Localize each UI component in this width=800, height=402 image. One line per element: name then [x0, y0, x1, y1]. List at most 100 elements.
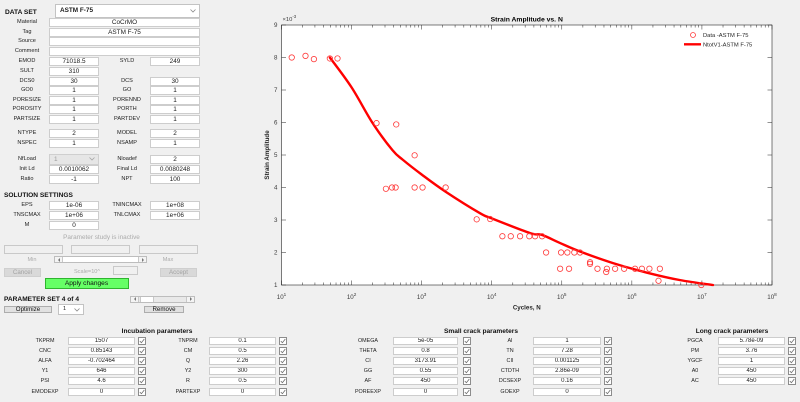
cnc-checkbox[interactable]: [138, 346, 146, 355]
final-ld-input[interactable]: [150, 165, 200, 174]
ratio-input[interactable]: [49, 175, 99, 184]
porth-input[interactable]: [150, 105, 200, 114]
gg-input[interactable]: [393, 367, 458, 376]
tn-input[interactable]: [533, 346, 601, 355]
parameter-set-dropdown[interactable]: 1: [58, 304, 84, 315]
tag-input[interactable]: [49, 27, 200, 37]
emodexp-checkbox[interactable]: [138, 387, 146, 396]
partexp-checkbox[interactable]: [279, 387, 287, 396]
init-ld-input[interactable]: [49, 165, 99, 174]
dcs0-input[interactable]: [49, 76, 99, 86]
cm-checkbox[interactable]: [279, 346, 287, 355]
m-input[interactable]: [49, 220, 99, 230]
ci-input[interactable]: [393, 357, 458, 365]
ci-checkbox[interactable]: [463, 357, 471, 365]
gg-checkbox[interactable]: [463, 367, 471, 376]
nsamp-input[interactable]: [150, 138, 200, 148]
q-checkbox[interactable]: [279, 357, 287, 365]
cii-checkbox[interactable]: [604, 357, 612, 365]
apply-changes-button[interactable]: Apply changes: [44, 277, 129, 289]
dataset-dropdown[interactable]: ASTM F-75: [55, 4, 200, 18]
psi-checkbox[interactable]: [138, 377, 146, 386]
ctdth-checkbox[interactable]: [604, 367, 612, 376]
go0-input[interactable]: [49, 86, 99, 95]
pm-checkbox[interactable]: [788, 346, 796, 355]
param-study-value-input[interactable]: [71, 245, 130, 254]
alfa-input[interactable]: [68, 357, 135, 365]
r-checkbox[interactable]: [279, 377, 287, 386]
emod-input[interactable]: [49, 57, 99, 66]
poreexp-checkbox[interactable]: [463, 387, 471, 396]
poreexp-input[interactable]: [393, 387, 458, 396]
accept-button[interactable]: Accept: [160, 268, 197, 277]
goexp-input[interactable]: [533, 387, 601, 396]
tn-checkbox[interactable]: [604, 346, 612, 355]
cnc-input[interactable]: [68, 346, 135, 355]
y1-checkbox[interactable]: [138, 367, 146, 376]
ai-input[interactable]: [533, 336, 601, 345]
theta-checkbox[interactable]: [463, 346, 471, 355]
partsize-input[interactable]: [49, 114, 99, 124]
scale-input[interactable]: [113, 266, 138, 275]
cm-input[interactable]: [209, 346, 276, 355]
q-input[interactable]: [209, 357, 276, 365]
model-input[interactable]: [150, 128, 200, 138]
ctdth-input[interactable]: [533, 367, 601, 376]
syld-input[interactable]: [150, 57, 200, 66]
material-input[interactable]: [49, 18, 200, 28]
sult-input[interactable]: [49, 66, 99, 76]
goexp-checkbox[interactable]: [604, 387, 612, 396]
pgca-checkbox[interactable]: [788, 336, 796, 345]
ac-checkbox[interactable]: [788, 377, 796, 386]
slider-right-button[interactable]: [138, 257, 146, 262]
tkprm-input[interactable]: [68, 336, 135, 345]
cancel-button[interactable]: Cancel: [4, 268, 41, 277]
remove-button[interactable]: Remove: [144, 305, 184, 313]
ygcf-checkbox[interactable]: [788, 357, 796, 365]
parameter-set-slider[interactable]: [130, 295, 195, 303]
comment-input[interactable]: [49, 46, 200, 56]
partdev-input[interactable]: [150, 114, 200, 124]
ygcf-input[interactable]: [718, 357, 785, 365]
tnincmax-input[interactable]: [150, 201, 200, 210]
tnlcmax-input[interactable]: [150, 211, 200, 220]
poresize-input[interactable]: [49, 95, 99, 105]
y2-input[interactable]: [209, 367, 276, 376]
porennd-input[interactable]: [150, 95, 200, 105]
go-input[interactable]: [150, 86, 200, 95]
npt-input[interactable]: [150, 175, 200, 184]
omega-checkbox[interactable]: [463, 336, 471, 345]
slider-left-button[interactable]: [55, 257, 63, 262]
partexp-input[interactable]: [209, 387, 276, 396]
eps-input[interactable]: [49, 201, 99, 210]
tkprm-checkbox[interactable]: [138, 336, 146, 345]
tnscmax-input[interactable]: [49, 211, 99, 220]
param-study-max-input[interactable]: [139, 245, 198, 254]
slider-left-button[interactable]: [131, 296, 139, 302]
param-study-slider[interactable]: [54, 256, 147, 263]
ac-input[interactable]: [718, 377, 785, 386]
alfa-checkbox[interactable]: [138, 357, 146, 365]
af-checkbox[interactable]: [463, 377, 471, 386]
af-input[interactable]: [393, 377, 458, 386]
param-study-min-input[interactable]: [4, 245, 63, 254]
pgca-input[interactable]: [718, 336, 785, 345]
tnprm-input[interactable]: [209, 336, 276, 345]
tnprm-checkbox[interactable]: [279, 336, 287, 345]
nloadef-input[interactable]: [150, 155, 200, 164]
a0-checkbox[interactable]: [788, 367, 796, 376]
dcsexp-checkbox[interactable]: [604, 377, 612, 386]
a0-input[interactable]: [718, 367, 785, 376]
dcsexp-input[interactable]: [533, 377, 601, 386]
psi-input[interactable]: [68, 377, 135, 386]
slider-right-button[interactable]: [186, 296, 194, 302]
theta-input[interactable]: [393, 346, 458, 355]
emodexp-input[interactable]: [68, 387, 135, 396]
nfload-dropdown[interactable]: 1: [49, 153, 99, 165]
pm-input[interactable]: [718, 346, 785, 355]
cii-input[interactable]: [533, 357, 601, 365]
r-input[interactable]: [209, 377, 276, 386]
ai-checkbox[interactable]: [604, 336, 612, 345]
nspec-input[interactable]: [49, 138, 99, 148]
omega-input[interactable]: [393, 336, 458, 345]
